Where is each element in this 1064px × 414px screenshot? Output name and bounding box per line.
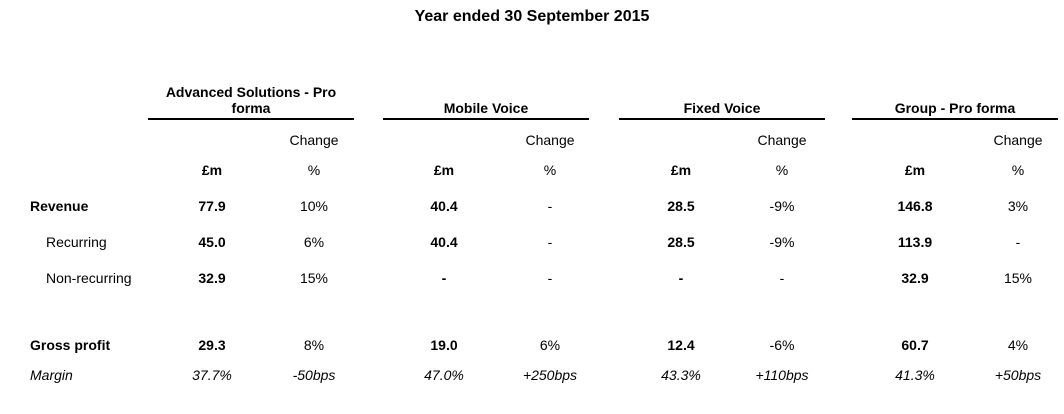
table-cell: 40.4 <box>430 198 458 214</box>
segment-header-line2: forma <box>231 100 271 116</box>
change-label: Change <box>993 132 1043 148</box>
segment-rule <box>148 118 354 120</box>
table-cell: 43.3% <box>661 367 701 383</box>
table-cell: 47.0% <box>424 367 464 383</box>
segment-header-mobile-voice: Mobile Voice <box>443 100 529 116</box>
table-cell: 77.9 <box>198 198 226 214</box>
table-cell: 113.9 <box>897 234 933 250</box>
row-label-recurring: Recurring <box>46 234 107 250</box>
row-label-gross-profit: Gross profit <box>30 337 111 353</box>
table-cell: -9% <box>769 198 795 214</box>
table-cell: -9% <box>769 234 795 250</box>
table-cell: 146.8 <box>897 198 933 214</box>
table-cell: 12.4 <box>667 337 695 353</box>
table-cell: 60.7 <box>901 337 929 353</box>
unit-label: £m <box>670 162 692 178</box>
segment-rule <box>852 118 1058 120</box>
table-cell: - <box>1015 234 1021 250</box>
table-cell: 15% <box>299 270 329 286</box>
segment-header-line1: Advanced Solutions - Pro <box>165 84 337 100</box>
segment-header-advanced-solutions: Advanced Solutions - Pro forma <box>148 84 354 116</box>
unit-label: £m <box>201 162 223 178</box>
segment-header-fixed-voice: Fixed Voice <box>683 100 761 116</box>
change-label: Change <box>289 132 339 148</box>
table-cell: - <box>547 198 553 214</box>
table-cell: 6% <box>303 234 325 250</box>
table-cell: 28.5 <box>667 198 695 214</box>
table-cell: 19.0 <box>430 337 458 353</box>
percent-label: % <box>307 162 321 178</box>
table-cell: - <box>678 270 684 286</box>
percent-label: % <box>775 162 789 178</box>
table-cell: 41.3% <box>895 367 935 383</box>
unit-label: £m <box>433 162 455 178</box>
change-label: Change <box>525 132 575 148</box>
row-label-non-recurring: Non-recurring <box>46 270 132 286</box>
table-cell: 15% <box>1003 270 1033 286</box>
table-cell: 3% <box>1007 198 1029 214</box>
table-cell: +250bps <box>522 367 578 383</box>
table-cell: 45.0 <box>198 234 226 250</box>
table-cell: - <box>547 234 553 250</box>
percent-label: % <box>1011 162 1025 178</box>
row-label-revenue: Revenue <box>30 198 89 214</box>
table-cell: - <box>779 270 785 286</box>
page-title: Year ended 30 September 2015 <box>414 8 650 25</box>
table-cell: 4% <box>1007 337 1029 353</box>
table-cell: +110bps <box>755 367 809 383</box>
table-cell: - <box>547 270 553 286</box>
change-label: Change <box>757 132 807 148</box>
table-cell: 37.7% <box>192 367 232 383</box>
table-cell: 8% <box>303 337 325 353</box>
table-cell: 32.9 <box>901 270 929 286</box>
table-cell: -6% <box>769 337 795 353</box>
table-cell: 28.5 <box>667 234 695 250</box>
row-label-margin: Margin <box>30 367 73 383</box>
table-cell: - <box>441 270 447 286</box>
table-cell: 32.9 <box>198 270 226 286</box>
table-cell: 6% <box>539 337 561 353</box>
table-cell: 10% <box>299 198 329 214</box>
segment-rule <box>383 118 589 120</box>
percent-label: % <box>543 162 557 178</box>
table-cell: -50bps <box>292 367 336 383</box>
table-cell: 40.4 <box>430 234 458 250</box>
table-cell: 29.3 <box>198 337 226 353</box>
table-cell: +50bps <box>994 367 1042 383</box>
segment-rule <box>619 118 825 120</box>
unit-label: £m <box>904 162 926 178</box>
segment-header-group: Group - Pro forma <box>894 100 1016 116</box>
